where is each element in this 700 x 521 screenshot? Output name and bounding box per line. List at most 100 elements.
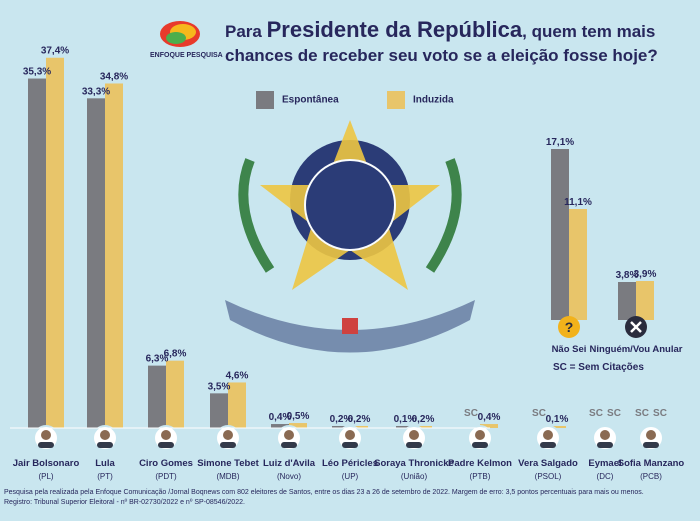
bar-espontanea [87,98,105,428]
sc-label-induzida: SC [653,408,667,419]
candidate-photo-face [161,430,171,440]
candidate-photo-shoulders [342,442,358,448]
data-label-induzida: 37,4% [41,46,69,57]
logo-label: ENFOQUE PESQUISA [150,52,223,59]
candidate-photo-shoulders [472,442,488,448]
candidate-party: (PDT) [155,472,177,481]
sc-label-espontanea: SC [589,408,603,419]
bar-induzida-other [569,209,587,320]
data-label-induzida: 0,2% [348,414,371,425]
bar-induzida [350,426,368,428]
candidate-party: (PT) [97,472,113,481]
x-mark-stroke-2 [630,321,642,333]
data-label-induzida: 11,1% [564,197,592,208]
candidate-name: Lula [95,458,115,469]
candidate-photo-face [600,430,610,440]
candidate-party: (PSOL) [535,472,562,481]
data-label-espontanea: 0,4% [269,412,292,423]
candidate-name: Jair Bolsonaro [13,458,80,469]
data-label-induzida: 0,4% [478,412,501,423]
candidate-party: (PCB) [640,472,662,481]
candidate-photo-shoulders [597,442,613,448]
candidate-name: Soraya Thronicke [374,458,454,469]
candidate-name: Simone Tebet [197,458,259,469]
candidate-photo-shoulders [406,442,422,448]
data-label-induzida: 0,2% [412,414,435,425]
bar-espontanea [271,424,289,428]
others-label: Não Sei [552,344,587,355]
legend-swatch-induzida [387,91,405,109]
candidate-photo-shoulders [97,442,113,448]
candidate-photo-shoulders [643,442,659,448]
candidate-photo-shoulders [158,442,174,448]
data-label-espontanea: 0,2% [330,414,353,425]
candidate-photo-face [646,430,656,440]
candidate-photo-face [223,430,233,440]
sc-label-espontanea: SC [532,408,546,419]
brazil-coat-of-arms-watermark [225,120,475,353]
sc-label-induzida: SC [607,408,621,419]
candidate-name: Sofia Manzano [618,458,685,469]
bar-induzida [228,382,246,428]
bar-induzida [414,426,432,428]
bar-espontanea [396,426,414,428]
candidate-photo-shoulders [38,442,54,448]
footer-notes: Pesquisa pela realizada pela Enfoque Com… [4,488,694,508]
data-label-induzida: 6,8% [164,349,187,360]
candidate-photo-face [409,430,419,440]
bar-espontanea-other [551,149,569,320]
legend-espontanea: Espontânea [256,91,339,109]
candidate-party: (DC) [597,472,614,481]
candidate-photo-shoulders [540,442,556,448]
bar-espontanea [148,365,166,428]
data-label-induzida: 34,8% [100,71,128,82]
legend-induzida: Induzida [387,91,454,109]
candidate-party: (UP) [342,472,359,481]
candidate-party: (PL) [38,472,53,481]
others-label: Ninguém/Vou Anular [590,344,683,355]
data-label-induzida: 0,1% [546,414,569,425]
data-label-espontanea: 35,3% [23,67,51,78]
sc-label-espontanea: SC [464,408,478,419]
data-label-espontanea: 17,1% [546,137,574,148]
question-icon [558,316,580,338]
candidate-photo-face [345,430,355,440]
candidate-name: Luiz d'Avila [263,458,316,469]
data-label-espontanea: 3,5% [208,381,231,392]
candidate-name: Eymael [588,458,621,469]
question-mark-glyph: ? [565,319,574,335]
data-label-espontanea: 3,8% [616,270,639,281]
candidate-photo-shoulders [220,442,236,448]
bar-espontanea [332,426,350,428]
chart-title: Para Presidente da República, quem tem m… [225,17,658,66]
bar-induzida [480,424,498,428]
bar-espontanea [28,78,46,428]
candidate-photo-face [284,430,294,440]
candidate-party: (União) [401,472,428,481]
bar-espontanea [210,393,228,428]
enfoque-logo-icon [160,21,200,47]
candidate-party: (PTB) [470,472,491,481]
data-label-induzida: 4,6% [226,370,249,381]
bar-induzida [46,57,64,429]
footer-line-1: Pesquisa pela realizada pela Enfoque Com… [4,489,644,496]
sc-note: SC = Sem Citações [553,362,644,373]
sc-label-espontanea: SC [635,408,649,419]
candidate-party: (MDB) [216,472,239,481]
candidate-photo-face [41,430,51,440]
data-label-induzida: 0,5% [287,411,310,422]
bar-espontanea-other [618,282,636,320]
candidate-name: Vera Salgado [518,458,578,469]
candidate-name: Ciro Gomes [139,458,193,469]
candidate-photo-face [100,430,110,440]
bar-induzida [166,360,184,428]
bar-induzida [548,426,566,428]
legend-swatch-espontanea [256,91,274,109]
candidate-name: Padre Kelmon [448,458,512,469]
bar-induzida [289,423,307,428]
data-label-espontanea: 0,1% [394,414,417,425]
candidate-photo-face [475,430,485,440]
bar-induzida [105,83,123,428]
data-label-induzida: 3,9% [634,269,657,280]
